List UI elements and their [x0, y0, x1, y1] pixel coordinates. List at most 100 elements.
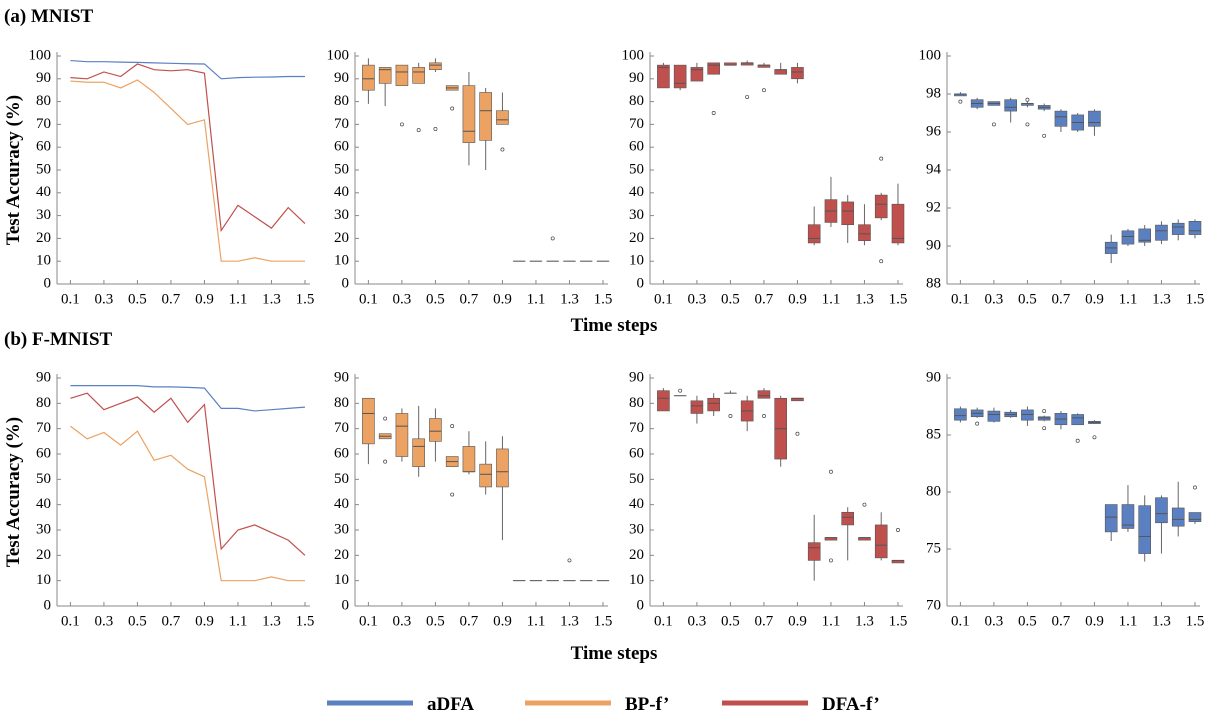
y-tick-label: 50: [334, 471, 349, 487]
x-tick-label: 1.5: [889, 291, 908, 307]
outlier: [976, 422, 979, 425]
box: [429, 63, 441, 70]
x-tick-label: 0.3: [393, 291, 412, 307]
box: [1155, 498, 1167, 523]
outlier: [762, 89, 765, 92]
y-tick-label: 30: [629, 521, 644, 537]
y-tick-label: 80: [36, 93, 51, 109]
y-tick-label: 70: [629, 116, 644, 132]
line-series: [70, 386, 305, 411]
panel-title: (a) MNIST: [4, 6, 94, 27]
x-tick-label: 0.7: [1052, 613, 1071, 629]
outlier: [1193, 486, 1196, 489]
box: [463, 86, 475, 143]
y-tick-label: 60: [629, 445, 644, 461]
outlier: [417, 129, 420, 132]
box: [1139, 506, 1151, 554]
x-tick-label: 0.1: [61, 291, 80, 307]
y-tick-label: 80: [629, 93, 644, 109]
box: [1189, 513, 1201, 522]
x-tick-label: 0.5: [426, 613, 445, 629]
y-tick-label: 100: [29, 47, 52, 63]
box: [708, 63, 720, 74]
y-tick-label: 40: [36, 496, 51, 512]
y-tick-label: 60: [334, 139, 349, 155]
y-tick-label: 0: [342, 275, 350, 291]
x-tick-label: 1.1: [229, 613, 248, 629]
y-tick-label: 20: [629, 547, 644, 563]
y-tick-label: 100: [919, 47, 942, 63]
box: [429, 419, 441, 442]
outlier: [880, 157, 883, 160]
y-tick-label: 20: [36, 547, 51, 563]
x-tick-label: 1.5: [1186, 291, 1205, 307]
y-tick-label: 40: [334, 496, 349, 512]
outlier: [434, 127, 437, 130]
x-axis-label: Time steps: [571, 315, 658, 336]
x-tick-label: 0.1: [951, 291, 970, 307]
x-tick-label: 1.5: [1186, 613, 1205, 629]
x-tick-label: 1.1: [822, 291, 841, 307]
x-tick-label: 0.3: [393, 613, 412, 629]
outlier: [829, 559, 832, 562]
x-tick-label: 1.3: [262, 613, 281, 629]
outlier: [712, 111, 715, 114]
outlier: [400, 123, 403, 126]
outlier: [384, 460, 387, 463]
box: [691, 401, 703, 414]
line-series: [70, 426, 305, 581]
y-tick-label: 40: [334, 184, 349, 200]
y-tick-label: 30: [334, 521, 349, 537]
y-tick-label: 90: [36, 70, 51, 86]
y-tick-label: 40: [36, 184, 51, 200]
box: [674, 65, 686, 88]
y-tick-label: 0: [342, 597, 350, 613]
box: [1005, 100, 1017, 111]
y-tick-label: 50: [629, 161, 644, 177]
x-tick-label: 1.3: [1152, 613, 1171, 629]
box: [1155, 225, 1167, 240]
y-tick-label: 10: [36, 572, 51, 588]
x-tick-label: 0.7: [162, 613, 181, 629]
box: [808, 543, 820, 561]
x-tick-label: 0.7: [162, 291, 181, 307]
y-tick-label: 80: [334, 395, 349, 411]
y-tick-label: 90: [334, 70, 349, 86]
box: [988, 411, 1000, 421]
y-tick-label: 0: [637, 275, 645, 291]
line-series: [70, 64, 305, 230]
x-tick-label: 1.1: [1119, 613, 1138, 629]
box: [875, 195, 887, 218]
legend-label: aDFA: [427, 694, 474, 715]
outlier: [992, 123, 995, 126]
x-tick-label: 1.1: [822, 613, 841, 629]
x-tick-label: 0.9: [788, 613, 807, 629]
y-tick-label: 10: [334, 253, 349, 269]
box: [1038, 417, 1050, 420]
y-tick-label: 92: [926, 199, 941, 215]
x-tick-label: 0.1: [654, 613, 673, 629]
outlier: [679, 389, 682, 392]
outlier: [796, 432, 799, 435]
box: [758, 391, 770, 399]
box: [657, 65, 669, 88]
box: [1122, 231, 1134, 244]
x-tick-label: 1.1: [527, 613, 546, 629]
box: [1172, 223, 1184, 234]
x-tick-label: 0.1: [654, 291, 673, 307]
y-axis-label: Test Accuracy (%): [3, 417, 24, 567]
outlier: [1093, 436, 1096, 439]
outlier: [384, 417, 387, 420]
box: [954, 409, 966, 420]
box: [362, 65, 374, 90]
box: [496, 111, 508, 125]
box: [413, 439, 425, 467]
box: [1172, 508, 1184, 526]
y-tick-label: 60: [334, 445, 349, 461]
x-tick-label: 1.5: [594, 291, 613, 307]
x-tick-label: 0.5: [721, 291, 740, 307]
y-tick-label: 10: [334, 572, 349, 588]
x-tick-label: 1.3: [855, 613, 874, 629]
